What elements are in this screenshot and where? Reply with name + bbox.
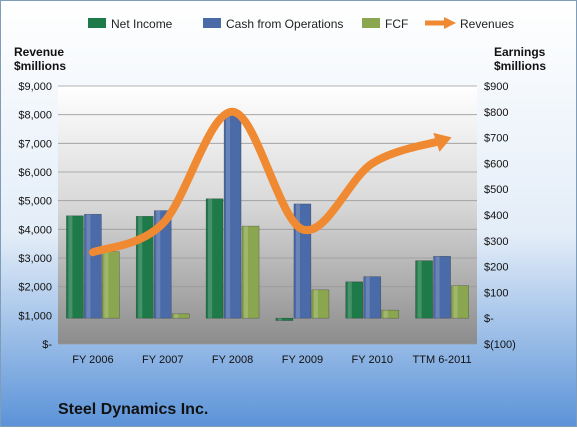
plot-area — [58, 86, 477, 344]
bar-cash-from-operations — [433, 255, 451, 319]
left-axis-ticks: $- $1,000 $2,000 $3,000 $4,000 $5,000 $6,000 $7… — [18, 81, 52, 351]
left-tick-label: $6,000 — [18, 167, 52, 179]
line-point-revenues — [92, 251, 94, 253]
left-axis-label-line1: Revenue — [14, 45, 64, 59]
bar-highlight — [417, 260, 422, 319]
right-tick-label: $500 — [484, 184, 508, 196]
right-tick-label: $900 — [484, 81, 508, 93]
line-point-revenues — [162, 223, 164, 225]
left-tick-label: $2,000 — [18, 282, 52, 294]
bar-fcf — [311, 289, 330, 319]
bar-fcf — [451, 285, 469, 319]
line-series-group — [88, 107, 452, 257]
bar-highlight — [174, 313, 179, 319]
legend-arrow-revenues — [444, 17, 456, 29]
right-axis-ticks: $(100) $- $100 $200 $300 $400 $500 $600 $700 $800… — [484, 81, 516, 351]
bar-highlight — [347, 281, 352, 319]
bar-highlight — [208, 198, 213, 319]
bar-cash-from-operations — [153, 210, 172, 319]
bar-net-income — [415, 260, 433, 319]
right-tick-label: $700 — [484, 133, 508, 145]
left-tick-label: $4,000 — [18, 224, 52, 236]
right-tick-label: $800 — [484, 107, 508, 119]
bar-cash-from-operations — [84, 213, 102, 319]
line-point-revenues — [371, 162, 373, 164]
x-tick-label: FY 2007 — [142, 354, 183, 366]
bar-highlight — [244, 226, 249, 319]
bar-series-group — [66, 114, 469, 321]
legend-label-revenues: Revenues — [460, 17, 514, 31]
bar-highlight — [86, 214, 91, 319]
line-point-revenues — [301, 228, 303, 230]
bar-highlight — [435, 256, 440, 319]
right-tick-label: $(100) — [484, 339, 516, 351]
left-tick-label: $- — [42, 339, 52, 351]
bar-highlight — [383, 310, 388, 319]
bar-highlight — [453, 285, 458, 319]
bar-highlight — [226, 114, 231, 319]
left-tick-label: $3,000 — [18, 253, 52, 265]
line-arrowhead-revenues — [433, 132, 452, 152]
left-tick-label: $9,000 — [18, 81, 52, 93]
legend-swatch-fcf — [362, 18, 380, 28]
left-axis-label-line2: $millions — [14, 59, 66, 73]
bar-net-income — [66, 215, 84, 319]
bar-highlight — [68, 215, 73, 319]
bar-net-income — [275, 317, 294, 321]
bar-highlight — [313, 289, 318, 319]
legend: Net Income Cash from Operations FCF Reve… — [88, 17, 514, 31]
bar-fcf — [171, 313, 190, 319]
chart-title: Steel Dynamics Inc. — [58, 401, 208, 418]
x-tick-label: FY 2008 — [212, 354, 253, 366]
left-tick-label: $7,000 — [18, 138, 52, 150]
bar-highlight — [277, 318, 282, 321]
bar-net-income — [205, 198, 224, 319]
bar-highlight — [138, 216, 143, 319]
legend-swatch-net-income — [88, 18, 106, 28]
right-axis-label-line2: $millions — [494, 59, 546, 73]
bar-fcf — [381, 309, 400, 319]
legend-label-cash-from-operations: Cash from Operations — [226, 17, 343, 31]
bar-net-income — [345, 281, 364, 319]
x-tick-label: FY 2006 — [72, 354, 113, 366]
x-axis-ticks: FY 2006 FY 2007 FY 2008 FY 2009 FY 2010 TTM 6… — [72, 354, 471, 366]
legend-label-net-income: Net Income — [111, 17, 173, 31]
bar-highlight — [365, 276, 370, 319]
bar-highlight — [104, 251, 109, 319]
bar-fcf — [241, 225, 260, 319]
x-tick-label: TTM 6-2011 — [413, 354, 472, 366]
x-tick-label: FY 2010 — [352, 354, 393, 366]
right-tick-label: $400 — [484, 210, 508, 222]
bar-highlight — [156, 210, 161, 319]
right-tick-label: $300 — [484, 236, 508, 248]
right-tick-label: $- — [484, 313, 494, 325]
right-tick-label: $600 — [484, 158, 508, 170]
right-axis-label-line1: Earnings — [494, 45, 546, 59]
right-tick-label: $100 — [484, 287, 508, 299]
left-tick-label: $8,000 — [18, 110, 52, 122]
bar-cash-from-operations — [363, 276, 382, 319]
left-tick-label: $5,000 — [18, 196, 52, 208]
left-tick-label: $1,000 — [18, 310, 52, 322]
bar-highlight — [295, 203, 300, 319]
legend-label-fcf: FCF — [385, 17, 408, 31]
right-tick-label: $200 — [484, 262, 508, 274]
grid-lines — [58, 85, 477, 345]
x-tick-label: FY 2009 — [282, 354, 323, 366]
line-point-revenues — [232, 111, 234, 113]
legend-swatch-cash-from-operations — [203, 18, 221, 28]
